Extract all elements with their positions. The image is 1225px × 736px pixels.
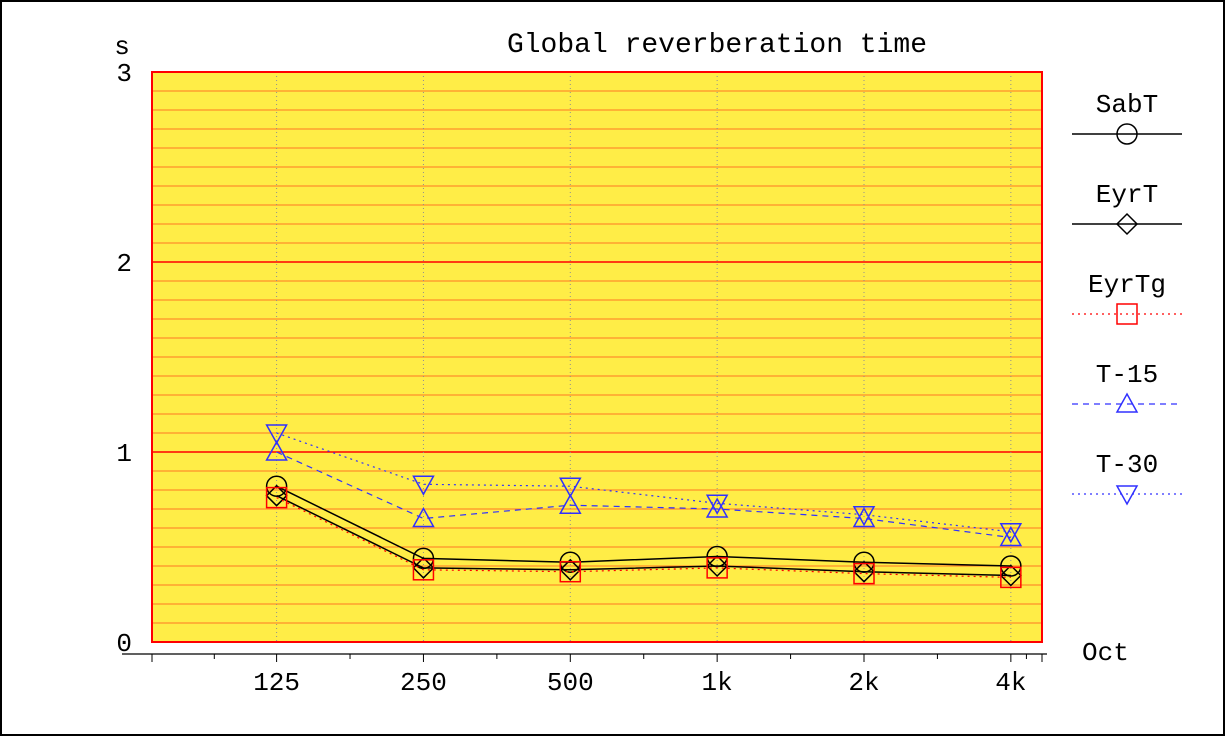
x-tick-label: 500 bbox=[547, 668, 594, 698]
legend-item-SabT: SabT bbox=[1072, 90, 1182, 144]
y-tick-label: 3 bbox=[116, 59, 132, 89]
legend-item-T-30: T-30 bbox=[1072, 450, 1182, 504]
y-tick-label: 1 bbox=[116, 439, 132, 469]
legend-label: EyrTg bbox=[1088, 270, 1166, 300]
y-tick-label: 0 bbox=[116, 629, 132, 659]
x-tick-label: 2k bbox=[848, 668, 879, 698]
chart-title: Global reverberation time bbox=[507, 30, 927, 61]
x-axis-label: Oct bbox=[1082, 638, 1129, 668]
x-tick-label: 250 bbox=[400, 668, 447, 698]
legend-label: SabT bbox=[1096, 90, 1158, 120]
legend-label: T-30 bbox=[1096, 450, 1158, 480]
y-tick-label: 2 bbox=[116, 249, 132, 279]
x-tick-label: 1k bbox=[702, 668, 733, 698]
legend-label: EyrT bbox=[1096, 180, 1158, 210]
legend-item-EyrT: EyrT bbox=[1072, 180, 1182, 234]
y-axis-label: s bbox=[114, 32, 130, 62]
legend-item-EyrTg: EyrTg bbox=[1072, 270, 1182, 324]
chart-svg: Global reverberation time s Oct 0 1 2 3 125 250 5… bbox=[2, 2, 1223, 734]
legend-label: T-15 bbox=[1096, 360, 1158, 390]
x-tick-label: 125 bbox=[253, 668, 300, 698]
legend-item-T-15: T-15 bbox=[1072, 360, 1182, 412]
chart-frame: Global reverberation time s Oct 0 1 2 3 125 250 5… bbox=[0, 0, 1225, 736]
x-tick-label: 4k bbox=[995, 668, 1026, 698]
